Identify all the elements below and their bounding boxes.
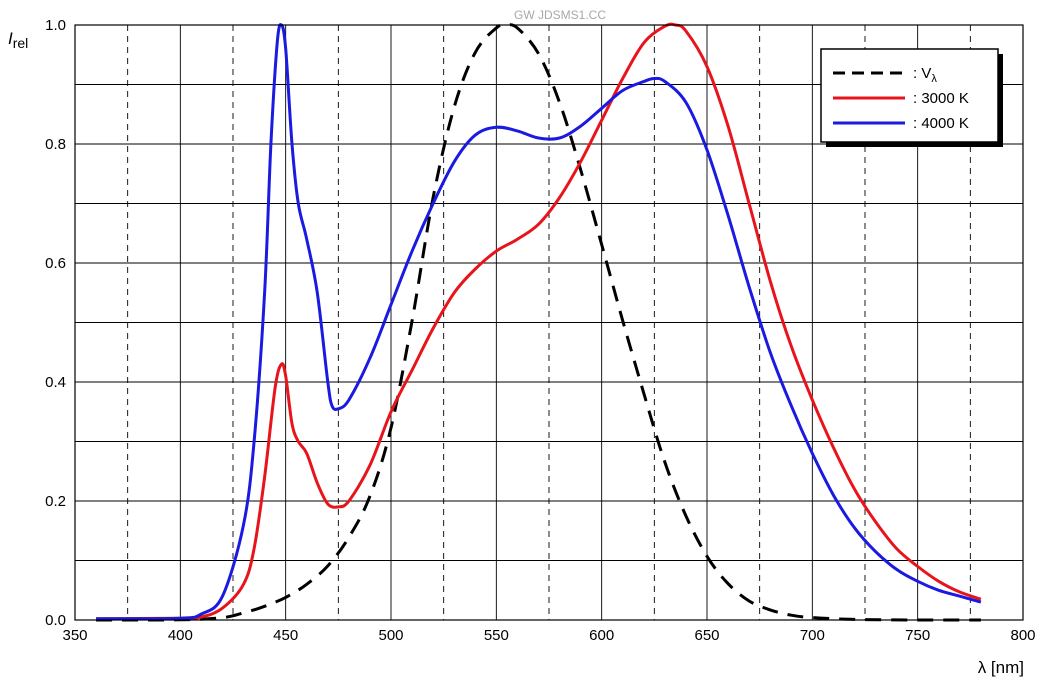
tick-labels: 350 400 450 500 550 600 650 700 750 800 0.0 0.2 0.4 0…: [45, 17, 1035, 644]
x-tick-label: 550: [484, 627, 509, 644]
x-tick-label: 650: [694, 627, 719, 644]
x-tick-label: 400: [168, 627, 193, 644]
watermark: GW JDSMS1.CC: [514, 8, 606, 22]
y-tick-label: 1.0: [45, 17, 66, 34]
y-axis-label: Irel: [8, 29, 28, 51]
y-tick-label: 0.4: [45, 374, 66, 391]
y-axis-label-sub: rel: [13, 35, 29, 51]
x-tick-label: 800: [1010, 627, 1035, 644]
y-tick-label: 0.0: [45, 612, 66, 629]
y-tick-label: 0.6: [45, 255, 66, 272]
x-axis-label: λ [nm]: [978, 658, 1024, 677]
x-tick-label: 600: [589, 627, 614, 644]
curve-4000k: [96, 23, 982, 621]
curve-3000k: [96, 22, 982, 621]
plot-frame: [74, 24, 1024, 621]
legend-item-v-lambda: : Vλ: [913, 65, 937, 85]
legend: : Vλ : 3000 K : 4000 K: [820, 48, 1003, 147]
y-tick-label: 0.2: [45, 493, 66, 510]
legend-item-4000k: : 4000 K: [913, 115, 969, 132]
x-tick-label: 450: [273, 627, 298, 644]
y-tick-label: 0.8: [45, 136, 66, 153]
legend-item-3000k: : 3000 K: [913, 90, 969, 107]
x-tick-label: 750: [905, 627, 930, 644]
legend-box: [820, 48, 999, 143]
x-tick-label: 350: [62, 627, 87, 644]
x-tick-label: 500: [378, 627, 403, 644]
y-axis-label-main: I: [8, 29, 13, 48]
x-tick-label: 700: [800, 627, 825, 644]
